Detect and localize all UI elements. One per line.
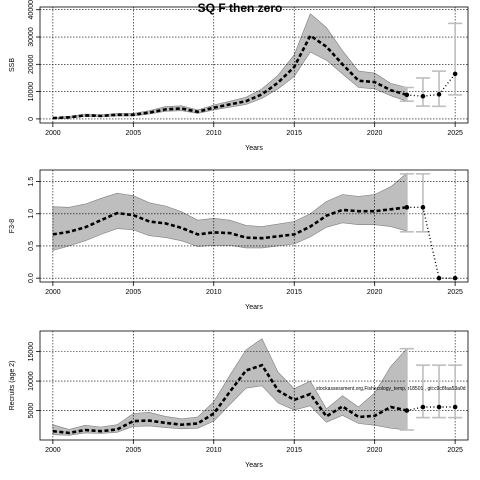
estimate-series-line (52, 33, 408, 120)
y-tick-label: 0.5 (28, 241, 35, 251)
ssb-panel: 2000 2005 2010 2015 2020 2025 0 10000 20000 30000… (9, 0, 469, 152)
x-axis-label: Years (245, 145, 263, 152)
y-tick-label: 1.0 (28, 209, 35, 219)
forecast-point (420, 404, 426, 410)
forecast-point (452, 404, 458, 410)
forecast-point (404, 408, 410, 413)
x-tick-label: 2010 (206, 447, 222, 454)
plot-frame (39, 169, 469, 283)
estimate-series-line (52, 363, 408, 435)
y-tick-label: 15000 (28, 342, 35, 362)
y-axis-label: F3-8 (9, 219, 16, 234)
estimate-series-line (52, 206, 408, 240)
source-annotation: stockassessment.org,Fishecology_temp, r1… (316, 386, 466, 392)
y-tick-label: 10000 (28, 371, 35, 391)
x-tick-label: 2000 (45, 447, 61, 454)
forecast-connector (406, 406, 424, 412)
x-tick-label: 2020 (367, 130, 383, 137)
plot-frame (39, 6, 469, 124)
forecast-point (436, 404, 442, 410)
y-tick-label: 10000 (28, 82, 35, 102)
forecast-connector (406, 94, 424, 97)
x-tick-label: 2015 (286, 289, 302, 296)
confidence-band (52, 13, 408, 119)
forecast-point (404, 92, 410, 98)
forecast-point (436, 275, 442, 281)
forecast-point (452, 275, 458, 281)
x-tick-label: 2020 (367, 289, 383, 296)
x-tick-label: 2010 (206, 130, 222, 137)
y-tick-label: 0.0 (28, 273, 35, 283)
forecast-connector (438, 73, 456, 95)
x-tick-label: 2025 (447, 130, 463, 137)
x-axis-label: Years (245, 304, 263, 311)
y-tick-label: 1.5 (28, 177, 35, 187)
y-tick-label: 5000 (28, 403, 35, 419)
x-tick-label: 2020 (367, 447, 383, 454)
x-tick-label: 2010 (206, 289, 222, 296)
y-tick-label: 20000 (28, 54, 35, 74)
x-axis-label: Years (245, 462, 263, 469)
y-tick-label: 40000 (28, 0, 35, 19)
forecast-connector (422, 207, 440, 279)
x-tick-label: 2025 (447, 289, 463, 296)
y-tick-label: 30000 (28, 27, 35, 47)
y-tick-label: 0 (28, 117, 35, 121)
figure-title: SQ F then zero (198, 1, 283, 15)
fbar-panel: 2000 2005 2010 2015 2020 2025 0.0 0.5 1.0 1.5 Year… (9, 169, 469, 311)
x-tick-label: 2015 (286, 130, 302, 137)
y-axis-label: SSB (9, 58, 16, 72)
y-axis-label: Recruits (age 2) (9, 361, 16, 411)
x-tick-label: 2025 (447, 447, 463, 454)
recruits-panel: 2000 2005 2010 2015 2020 2025 5000 10000 15000 Ye… (9, 330, 469, 469)
forecast-point (452, 71, 458, 77)
x-tick-label: 2015 (286, 447, 302, 454)
plot-frame (39, 330, 469, 441)
x-tick-label: 2005 (126, 447, 142, 454)
x-tick-label: 2005 (126, 130, 142, 137)
x-tick-label: 2005 (126, 289, 142, 296)
x-tick-label: 2000 (45, 289, 61, 296)
forecast-connector (422, 93, 440, 97)
forecast-point (420, 205, 426, 210)
x-tick-label: 2000 (45, 130, 61, 137)
forecast-point (436, 92, 442, 97)
forecast-point (404, 205, 410, 210)
forecast-point (420, 93, 426, 99)
